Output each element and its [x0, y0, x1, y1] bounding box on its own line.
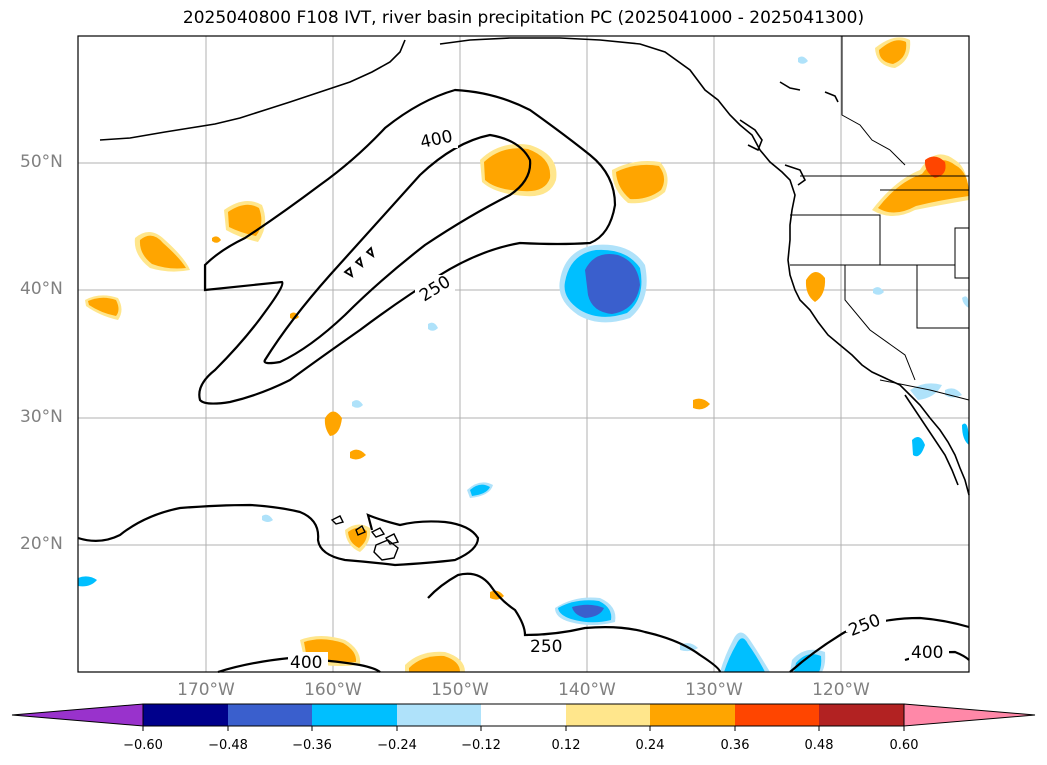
colorbar-bin — [228, 704, 312, 726]
lat-label-40n: 40°N — [20, 279, 63, 299]
contour-label-250-south: 250 — [530, 637, 562, 657]
borders — [790, 36, 970, 401]
map-background — [78, 36, 969, 672]
colorbar-extend-low — [11, 703, 144, 727]
colorbar-tick-label: −0.36 — [292, 738, 332, 753]
coastlines — [99, 37, 970, 496]
map-frame — [77, 35, 970, 673]
colorbar-bin — [481, 704, 566, 726]
lat-label-30n: 30°N — [20, 407, 63, 427]
colorbar-bin — [819, 704, 904, 726]
contour-label-400-sw: 400 — [290, 653, 322, 673]
colorbar-bin — [566, 704, 650, 726]
graticule — [78, 36, 969, 672]
colorbar-tick-label: −0.12 — [461, 738, 501, 753]
colorbar-extend-high — [903, 703, 1036, 727]
hawaiian-islands — [330, 515, 400, 561]
colorbar-bin — [397, 704, 481, 726]
ivt-contours — [77, 88, 970, 674]
colorbar-tick-label: −0.48 — [208, 738, 248, 753]
colorbar-bin — [312, 704, 397, 726]
lon-label-170w: 170°W — [177, 680, 235, 700]
lon-label-120w: 120°W — [812, 680, 870, 700]
colorbar-tick-label: 0.48 — [804, 738, 834, 753]
map-title: 2025040800 F108 IVT, river basin precipi… — [182, 8, 865, 28]
precip-anomaly-positive — [85, 37, 969, 672]
lon-label-140w: 140°W — [558, 680, 616, 700]
contour-label-400-se: 400 — [911, 643, 943, 663]
lon-label-130w: 130°W — [685, 680, 743, 700]
colorbar — [11, 703, 1036, 731]
lon-label-160w: 160°W — [304, 680, 362, 700]
colorbar-tick-label: −0.24 — [377, 738, 417, 753]
colorbar-outline — [142, 703, 905, 727]
ivt-contour-islands — [343, 246, 375, 278]
colorbar-tick-label: 0.36 — [720, 738, 750, 753]
colorbar-tick-label: 0.24 — [635, 738, 665, 753]
colorbar-bin — [735, 704, 819, 726]
colorbar-tick-label: −0.60 — [123, 738, 163, 753]
precip-anomaly-negative — [78, 56, 969, 672]
colorbar-tick-label: 0.12 — [551, 738, 581, 753]
lon-label-150w: 150°W — [431, 680, 489, 700]
colorbar-bin — [143, 704, 228, 726]
lat-label-20n: 20°N — [20, 534, 63, 554]
lat-label-50n: 50°N — [20, 152, 63, 172]
colorbar-bin — [650, 704, 735, 726]
contour-labels: 400 250 250 250 400 400 — [288, 127, 949, 673]
colorbar-tick-label: 0.60 — [889, 738, 919, 753]
